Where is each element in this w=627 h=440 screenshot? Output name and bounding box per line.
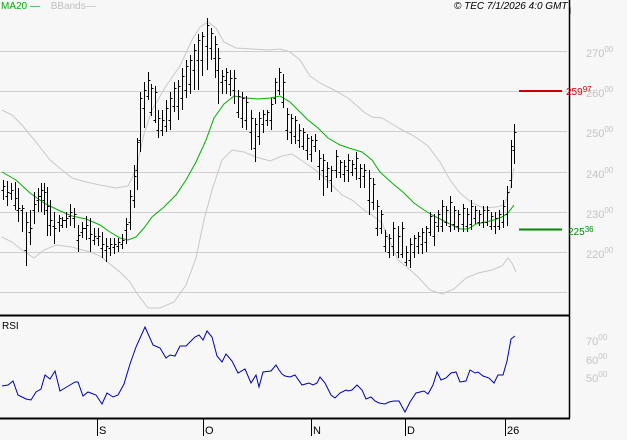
price-tick: 25000: [586, 125, 614, 140]
rsi-tick: 5000: [586, 370, 608, 385]
price-tick: 27000: [586, 45, 614, 60]
support-level-label: 22536: [568, 225, 594, 238]
price-tick: 23000: [586, 206, 614, 221]
month-tick-dec: D: [407, 425, 415, 437]
rsi-line: [1, 325, 516, 414]
bbands-lower: [1, 149, 517, 309]
ohlc-bars: [1, 18, 517, 268]
month-tick-oct: O: [205, 425, 214, 437]
bbands-upper: [1, 21, 515, 209]
rsi-panel-label: RSI: [2, 321, 19, 332]
legend-ma20: MA20 —: [1, 1, 40, 12]
legend-bbands-label: BBands: [50, 1, 86, 12]
month-tick-sep: S: [99, 425, 107, 437]
year-tick-2026: 26: [507, 425, 520, 437]
resistance-level-label: 25997: [566, 85, 592, 98]
copyright-timestamp: © TEC 7/1/2026 4:0 GMT: [454, 1, 568, 12]
price-tick: 22000: [586, 246, 614, 261]
price-tick: 24000: [586, 166, 614, 181]
legend-bbands: BBands—: [50, 1, 96, 12]
rsi-tick: 7000: [586, 333, 608, 348]
month-tick-nov: N: [313, 425, 321, 437]
ma20-line: [1, 95, 515, 241]
price-tick: 26000: [586, 85, 614, 100]
chart-legend: MA20 — BBands—: [1, 1, 96, 12]
rsi-tick: 6000: [586, 352, 608, 367]
legend-ma20-label: MA20: [1, 1, 28, 12]
